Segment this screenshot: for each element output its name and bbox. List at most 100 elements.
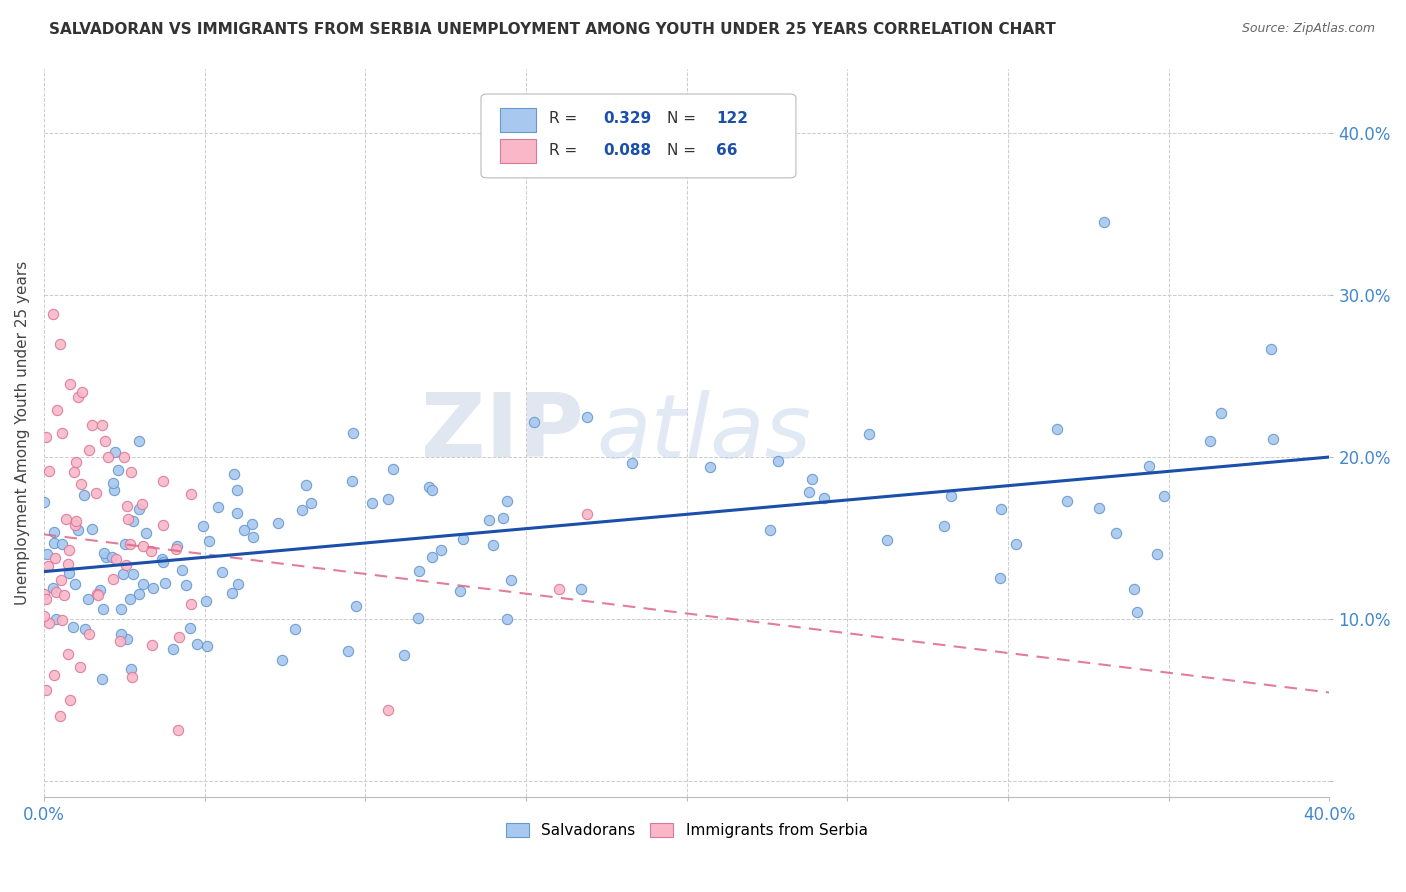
Point — [82, 522, 104, 536]
Point — [547, 582, 569, 596]
Text: 0.088: 0.088 — [603, 144, 651, 159]
Point — [575, 507, 598, 521]
Point — [58, 566, 80, 580]
Point — [35, 592, 58, 607]
Point — [46, 403, 69, 417]
Point — [344, 599, 367, 614]
Text: SALVADORAN VS IMMIGRANTS FROM SERBIA UNEMPLOYMENT AMONG YOUTH UNDER 25 YEARS COR: SALVADORAN VS IMMIGRANTS FROM SERBIA UNE… — [49, 22, 1056, 37]
Point — [1056, 494, 1078, 508]
Point — [93, 602, 115, 616]
Point — [63, 517, 86, 532]
Point — [120, 662, 142, 676]
Point — [165, 541, 187, 556]
Point — [1137, 459, 1160, 474]
Point — [195, 639, 218, 653]
Point — [115, 558, 138, 573]
Point — [492, 511, 515, 525]
Point — [66, 523, 89, 537]
Point — [87, 588, 110, 602]
Point — [990, 501, 1012, 516]
Point — [44, 667, 66, 681]
Point — [167, 723, 190, 737]
Point — [63, 466, 86, 480]
Point — [58, 543, 80, 558]
Point — [242, 530, 264, 544]
Point — [430, 543, 453, 558]
Point — [82, 417, 104, 432]
Point — [932, 519, 955, 533]
Point — [221, 586, 243, 600]
Point — [1209, 406, 1232, 420]
Point — [361, 496, 384, 510]
Point — [56, 557, 79, 571]
Point — [1094, 215, 1116, 229]
Point — [523, 415, 546, 429]
Point — [394, 648, 416, 662]
Point — [191, 519, 214, 533]
Point — [813, 491, 835, 506]
Point — [155, 576, 177, 591]
Point — [35, 430, 58, 444]
Point — [108, 634, 131, 648]
Point — [377, 491, 399, 506]
Point — [941, 489, 963, 503]
Point — [93, 546, 115, 560]
Point — [45, 585, 67, 599]
Point — [51, 426, 73, 441]
Point — [42, 536, 65, 550]
Point — [142, 581, 165, 595]
Text: R =: R = — [550, 144, 582, 159]
Point — [49, 573, 72, 587]
Point — [1198, 434, 1220, 449]
Point — [89, 583, 111, 598]
Point — [240, 517, 263, 532]
Point — [55, 512, 77, 526]
Point — [122, 566, 145, 581]
Point — [45, 612, 67, 626]
Point — [1104, 526, 1126, 541]
Point — [65, 514, 87, 528]
Point — [1122, 582, 1144, 597]
Point — [65, 455, 87, 469]
Point — [228, 577, 250, 591]
Point — [337, 644, 360, 658]
Point — [226, 483, 249, 497]
Point — [72, 385, 94, 400]
Point — [41, 307, 63, 321]
Point — [152, 474, 174, 488]
Point — [59, 377, 82, 392]
Point — [179, 621, 201, 635]
Point — [166, 539, 188, 553]
Point — [382, 462, 405, 476]
Point — [117, 499, 139, 513]
Point — [70, 476, 93, 491]
Point — [150, 552, 173, 566]
Point — [990, 571, 1012, 585]
Point — [84, 486, 107, 500]
Point — [299, 496, 322, 510]
Point — [94, 549, 117, 564]
Point — [451, 532, 474, 546]
Point — [94, 434, 117, 448]
Point — [104, 551, 127, 566]
Point — [408, 565, 430, 579]
Point — [97, 450, 120, 465]
Text: R =: R = — [550, 112, 582, 127]
Point — [101, 549, 124, 564]
Point — [32, 495, 55, 509]
Point — [291, 503, 314, 517]
Point — [342, 475, 364, 489]
Point — [128, 502, 150, 516]
Point — [496, 493, 519, 508]
Point — [1260, 342, 1282, 356]
Text: 122: 122 — [716, 112, 748, 127]
Point — [90, 417, 112, 432]
Point — [759, 523, 782, 537]
Point — [34, 609, 56, 624]
Point — [699, 460, 721, 475]
Point — [122, 515, 145, 529]
Point — [117, 512, 139, 526]
Point — [152, 518, 174, 533]
Point — [267, 516, 290, 530]
Point — [858, 427, 880, 442]
